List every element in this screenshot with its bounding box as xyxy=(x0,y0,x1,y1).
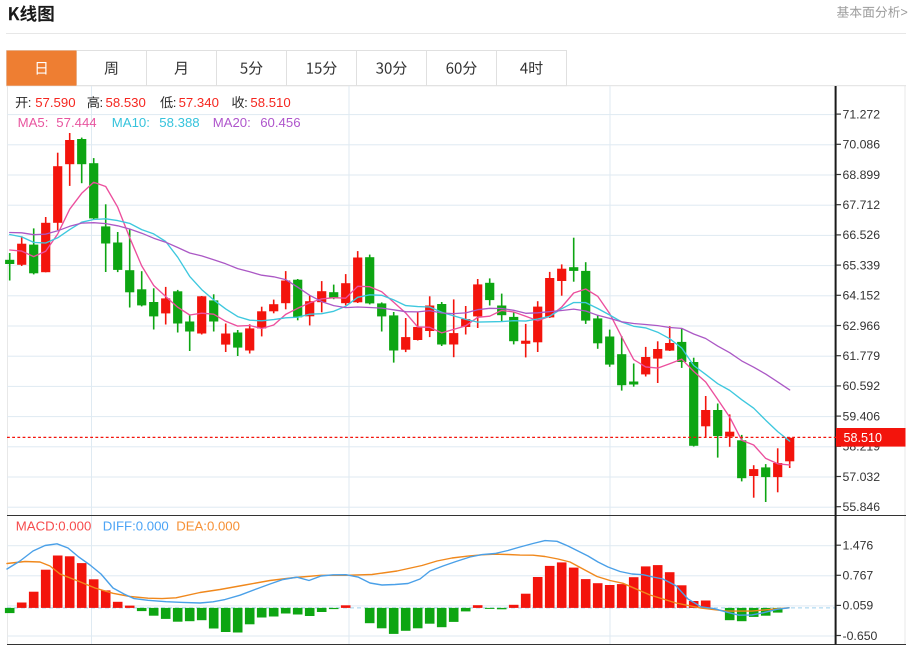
svg-text:0.767: 0.767 xyxy=(843,569,874,583)
svg-text:MACD:0.000: MACD:0.000 xyxy=(16,519,92,534)
svg-text:66.526: 66.526 xyxy=(843,228,881,242)
svg-text::: : xyxy=(173,95,177,110)
svg-text:57.590: 57.590 xyxy=(35,95,75,110)
svg-text:58.510: 58.510 xyxy=(250,95,290,110)
svg-text::: : xyxy=(100,95,104,110)
svg-text:-0.650: -0.650 xyxy=(843,629,878,643)
svg-text:>: > xyxy=(901,5,908,19)
svg-text::: : xyxy=(244,95,248,110)
svg-text:59.406: 59.406 xyxy=(843,409,881,423)
svg-text::: : xyxy=(28,95,32,110)
svg-text:0.059: 0.059 xyxy=(843,599,874,613)
svg-text:MA5: 57.444: MA5: 57.444 xyxy=(18,115,97,130)
svg-text:62.966: 62.966 xyxy=(843,319,881,333)
svg-text:64.152: 64.152 xyxy=(843,289,881,303)
svg-text:67.712: 67.712 xyxy=(843,198,881,212)
svg-text:DEA:0.000: DEA:0.000 xyxy=(176,519,240,534)
svg-text:60.592: 60.592 xyxy=(843,379,881,393)
svg-text:61.779: 61.779 xyxy=(843,349,881,363)
svg-text:1.476: 1.476 xyxy=(843,539,874,553)
svg-text:57.032: 57.032 xyxy=(843,470,881,484)
svg-text:57.340: 57.340 xyxy=(179,95,219,110)
svg-text:58.530: 58.530 xyxy=(106,95,146,110)
svg-text:55.846: 55.846 xyxy=(843,500,881,514)
svg-text:70.086: 70.086 xyxy=(843,138,881,152)
svg-text:DIFF:0.000: DIFF:0.000 xyxy=(103,519,169,534)
svg-text:58.510: 58.510 xyxy=(844,431,883,445)
svg-text:68.899: 68.899 xyxy=(843,168,881,182)
svg-text:65.339: 65.339 xyxy=(843,258,881,272)
svg-text:71.272: 71.272 xyxy=(843,107,881,121)
